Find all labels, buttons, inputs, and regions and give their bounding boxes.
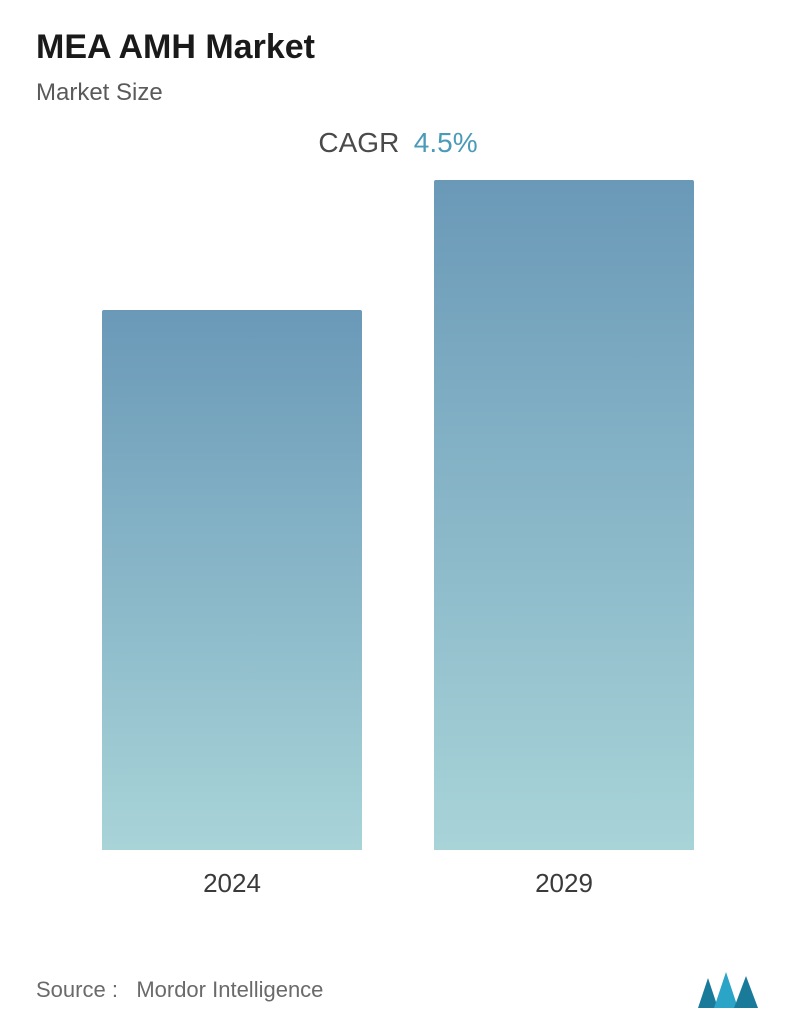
chart-container: MEA AMH Market Market Size CAGR 4.5% 202… [0,0,796,1034]
cagr-value: 4.5% [414,127,478,158]
bar-1 [434,180,694,850]
cagr-label: CAGR [318,127,399,158]
footer: Source : Mordor Intelligence [36,970,760,1010]
logo-icon [696,970,760,1010]
bar-0 [102,310,362,850]
cagr-row: CAGR 4.5% [36,127,760,159]
bar-group-1: 2029 [434,180,694,899]
chart-title: MEA AMH Market [36,28,760,67]
bar-label-0: 2024 [203,868,261,899]
source-label: Source : [36,977,118,1002]
chart-area: 2024 2029 [36,179,760,899]
bar-label-1: 2029 [535,868,593,899]
source-text: Source : Mordor Intelligence [36,977,323,1003]
chart-subtitle: Market Size [36,79,760,107]
source-name: Mordor Intelligence [136,977,323,1002]
bar-group-0: 2024 [102,310,362,899]
